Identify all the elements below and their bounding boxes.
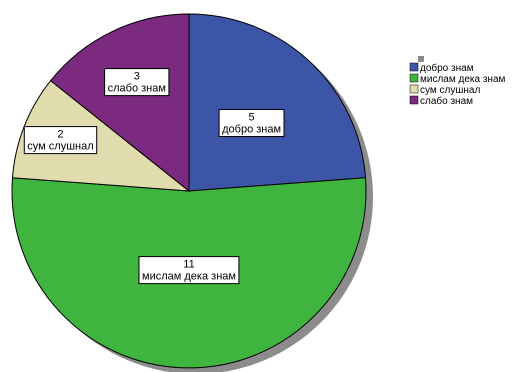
legend-swatch-1	[409, 62, 419, 72]
data-label-value: 2	[57, 129, 63, 141]
data-label-category: сум слушнал	[27, 141, 93, 153]
legend-marker	[418, 56, 424, 62]
legend-swatch-4	[409, 95, 419, 105]
data-label-value: 11	[183, 259, 194, 271]
legend-label-3: сум слушнал	[420, 85, 480, 96]
legend-label-2: мислам дека знам	[420, 74, 506, 85]
legend-label-4: слабо знам	[420, 95, 473, 107]
data-label-category: добро знам	[222, 124, 281, 136]
data-label-box	[104, 68, 170, 97]
pie-slice-4	[49, 13, 190, 193]
data-label-box	[23, 126, 98, 155]
legend-label-1: добро знам	[420, 62, 474, 74]
legend-swatch-3	[409, 84, 419, 94]
data-label-box	[218, 109, 285, 137]
data-label-box	[138, 256, 240, 285]
data-label-category: слабо знам	[108, 83, 166, 95]
pie-slices	[11, 13, 367, 369]
legend-swatch-2	[409, 73, 419, 83]
pie-slice-1	[188, 13, 367, 192]
data-label-value: 3	[134, 71, 140, 83]
data-label-value: 5	[249, 112, 255, 124]
data-label-category: мислам дека знам	[142, 271, 236, 283]
